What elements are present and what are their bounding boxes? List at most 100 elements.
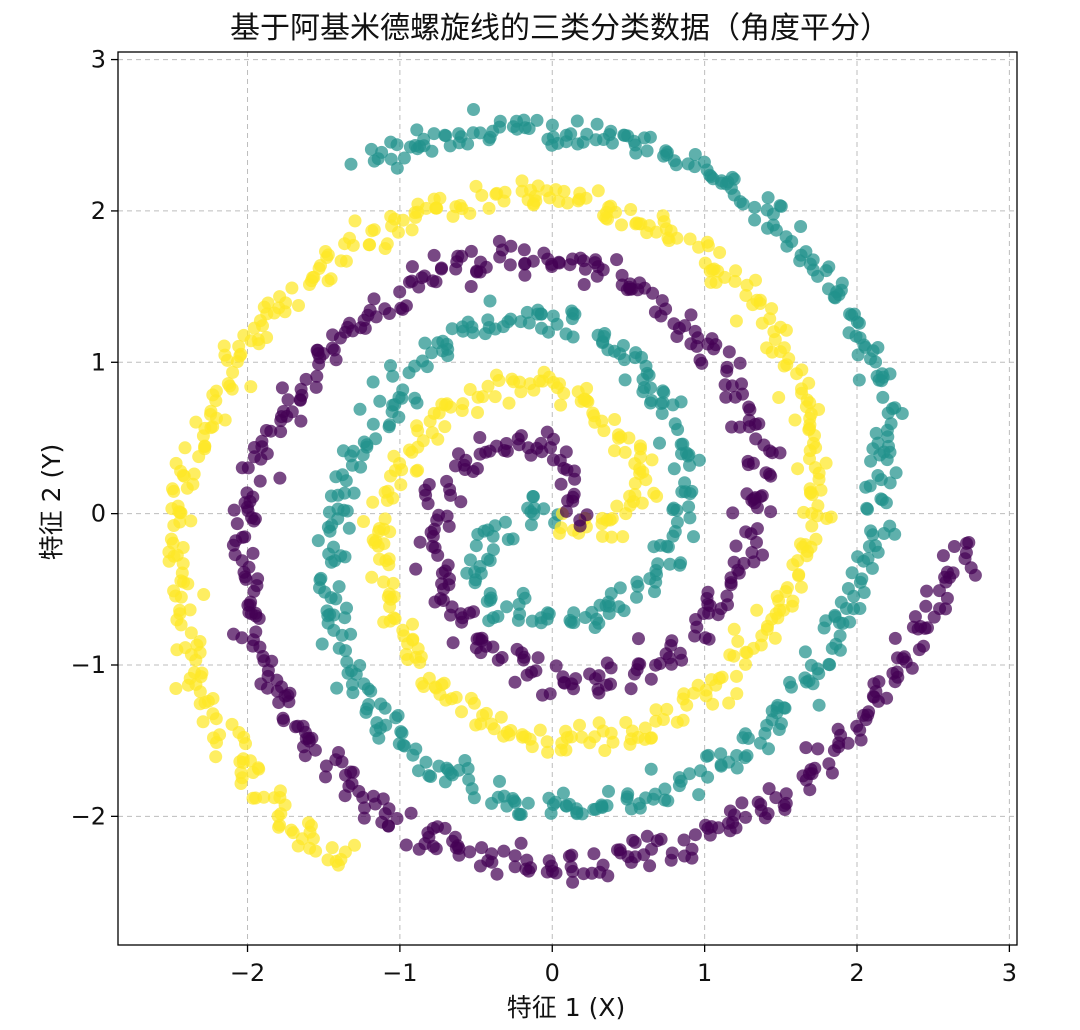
scatter-point (281, 393, 295, 407)
scatter-point (683, 232, 697, 246)
scatter-point (443, 139, 457, 153)
scatter-point (629, 146, 643, 160)
scatter-point (927, 610, 941, 624)
scatter-point (500, 444, 514, 458)
scatter-point (591, 328, 605, 342)
scatter-point (854, 733, 868, 747)
scatter-point (615, 268, 629, 282)
y-tick-label: −2 (71, 802, 106, 830)
scatter-point (936, 549, 950, 563)
scatter-point (192, 450, 206, 464)
scatter-point (725, 170, 739, 184)
scatter-point (469, 718, 483, 732)
scatter-point (178, 441, 192, 455)
scatter-point (833, 629, 847, 643)
scatter-point (246, 546, 260, 560)
scatter-point (573, 513, 587, 527)
scatter-point (939, 602, 952, 616)
scatter-point (338, 611, 352, 625)
scatter-point (431, 432, 445, 446)
scatter-point (546, 130, 560, 144)
scatter-point (940, 565, 954, 579)
scatter-point (661, 794, 675, 808)
scatter-point (692, 788, 706, 802)
scatter-point (691, 678, 705, 692)
scatter-point (772, 391, 786, 404)
scatter-point (804, 486, 817, 500)
scatter-point (566, 306, 580, 320)
scatter-point (383, 614, 397, 628)
scatter-point (861, 502, 874, 516)
scatter-point (805, 519, 819, 533)
scatter-point (670, 231, 684, 245)
scatter-point (618, 445, 632, 459)
scatter-point (291, 839, 305, 853)
scatter-point (573, 718, 586, 732)
scatter-point (230, 517, 244, 531)
y-tick-label: 1 (91, 348, 106, 376)
scatter-point (324, 489, 338, 503)
scatter-point (702, 632, 716, 646)
scatter-point (377, 575, 391, 589)
scatter-point (383, 525, 397, 539)
scatter-point (418, 336, 432, 350)
scatter-point (869, 685, 883, 698)
scatter-point (554, 398, 568, 412)
scatter-point (657, 385, 671, 399)
scatter-point (866, 442, 880, 456)
scatter-point (433, 687, 447, 701)
scatter-point (373, 394, 387, 408)
scatter-point (802, 376, 816, 390)
scatter-point (235, 631, 249, 645)
scatter-point (648, 585, 661, 599)
scatter-point (812, 698, 826, 712)
scatter-point (631, 657, 645, 671)
scatter-point (748, 200, 762, 214)
scatter-point (379, 718, 393, 732)
scatter-point (660, 702, 674, 716)
scatter-point (486, 640, 500, 654)
scatter-point (256, 319, 269, 333)
scatter-point (567, 616, 581, 630)
scatter-point (647, 486, 661, 500)
scatter-point (765, 302, 779, 316)
scatter-point (638, 721, 652, 735)
scatter-point (490, 186, 504, 200)
scatter-point (722, 696, 736, 710)
scatter-point (529, 664, 543, 678)
scatter-point (541, 745, 555, 759)
scatter-point (618, 128, 632, 142)
scatter-point (765, 446, 779, 460)
scatter-point (940, 591, 954, 605)
scatter-point (557, 184, 571, 198)
scatter-point (193, 635, 207, 648)
scatter-point (406, 748, 420, 762)
scatter-point (654, 832, 668, 846)
scatter-point (884, 417, 898, 431)
scatter-point (419, 755, 433, 769)
scatter-point (247, 450, 261, 464)
scatter-point (571, 385, 585, 399)
scatter-point (559, 504, 573, 518)
scatter-point (513, 375, 527, 389)
scatter-point (845, 566, 859, 580)
scatter-point (653, 657, 667, 670)
scatter-point (252, 762, 266, 776)
scatter-point (729, 264, 743, 278)
scatter-point (724, 576, 738, 590)
scatter-point (425, 346, 439, 360)
scatter-point (834, 595, 848, 609)
scatter-point (394, 478, 408, 492)
scatter-point (824, 510, 838, 524)
scatter-point (247, 441, 261, 454)
scatter-point (563, 258, 577, 272)
scatter-point (514, 315, 528, 329)
scatter-point (613, 581, 627, 595)
scatter-point (644, 762, 658, 776)
scatter-point (250, 579, 264, 593)
scatter-point (678, 476, 692, 490)
scatter-point (504, 239, 518, 253)
scatter-point (189, 415, 203, 429)
scatter-point (492, 234, 506, 248)
scatter-point (562, 849, 576, 863)
